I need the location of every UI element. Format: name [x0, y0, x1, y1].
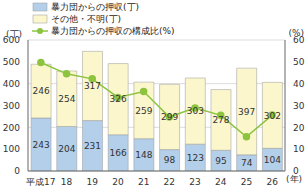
svg-text:166: 166: [110, 148, 127, 158]
svg-text:平成17: 平成17: [26, 177, 55, 187]
svg-text:98: 98: [164, 155, 176, 165]
svg-text:299: 299: [161, 112, 178, 122]
svg-text:20: 20: [293, 123, 299, 133]
svg-text:243: 243: [32, 140, 49, 150]
svg-text:204: 204: [58, 144, 75, 154]
svg-text:74: 74: [241, 158, 253, 168]
svg-text:254: 254: [58, 94, 75, 104]
svg-text:20: 20: [112, 177, 124, 187]
svg-text:30: 30: [293, 101, 299, 111]
svg-text:231: 231: [84, 141, 101, 151]
svg-text:326: 326: [110, 94, 127, 104]
svg-text:500: 500: [8, 57, 20, 67]
svg-text:123: 123: [187, 153, 204, 163]
svg-text:23: 23: [189, 177, 200, 187]
svg-text:50: 50: [293, 57, 299, 67]
svg-text:300: 300: [8, 101, 20, 111]
svg-text:10: 10: [293, 144, 299, 154]
svg-text:0: 0: [14, 166, 20, 176]
svg-text:25: 25: [241, 177, 252, 187]
svg-text:278: 278: [212, 115, 229, 125]
svg-text:21: 21: [138, 177, 149, 187]
svg-text:0: 0: [293, 166, 299, 177]
svg-text:95: 95: [215, 156, 226, 166]
svg-text:400: 400: [8, 79, 20, 89]
svg-text:104: 104: [264, 155, 281, 165]
svg-text:303: 303: [187, 106, 204, 116]
svg-text:259: 259: [135, 106, 152, 116]
svg-text:100: 100: [8, 144, 20, 154]
svg-text:18: 18: [61, 177, 73, 187]
svg-text:19: 19: [87, 177, 99, 187]
svg-text:22: 22: [164, 177, 175, 187]
html-text:暴力団からの押収(丁): 暴力団からの押収(丁): [51, 2, 139, 12]
svg-text:397: 397: [238, 107, 255, 117]
svg-text:26: 26: [266, 177, 278, 187]
svg-text:40: 40: [293, 79, 299, 89]
svg-text:317: 317: [84, 81, 101, 91]
svg-text:200: 200: [8, 123, 20, 133]
html-text:暴力団からの押収の構成比(%): 暴力団からの押収の構成比(%): [51, 26, 175, 36]
svg-text:246: 246: [32, 86, 49, 96]
svg-text:148: 148: [135, 150, 152, 160]
svg-text:24: 24: [215, 177, 227, 187]
html-text:その他・不明(丁): その他・不明(丁): [51, 14, 121, 24]
html-text:(丁): (丁): [6, 29, 22, 39]
svg-text:302: 302: [264, 111, 281, 121]
html-text:(年): (年): [286, 174, 302, 184]
